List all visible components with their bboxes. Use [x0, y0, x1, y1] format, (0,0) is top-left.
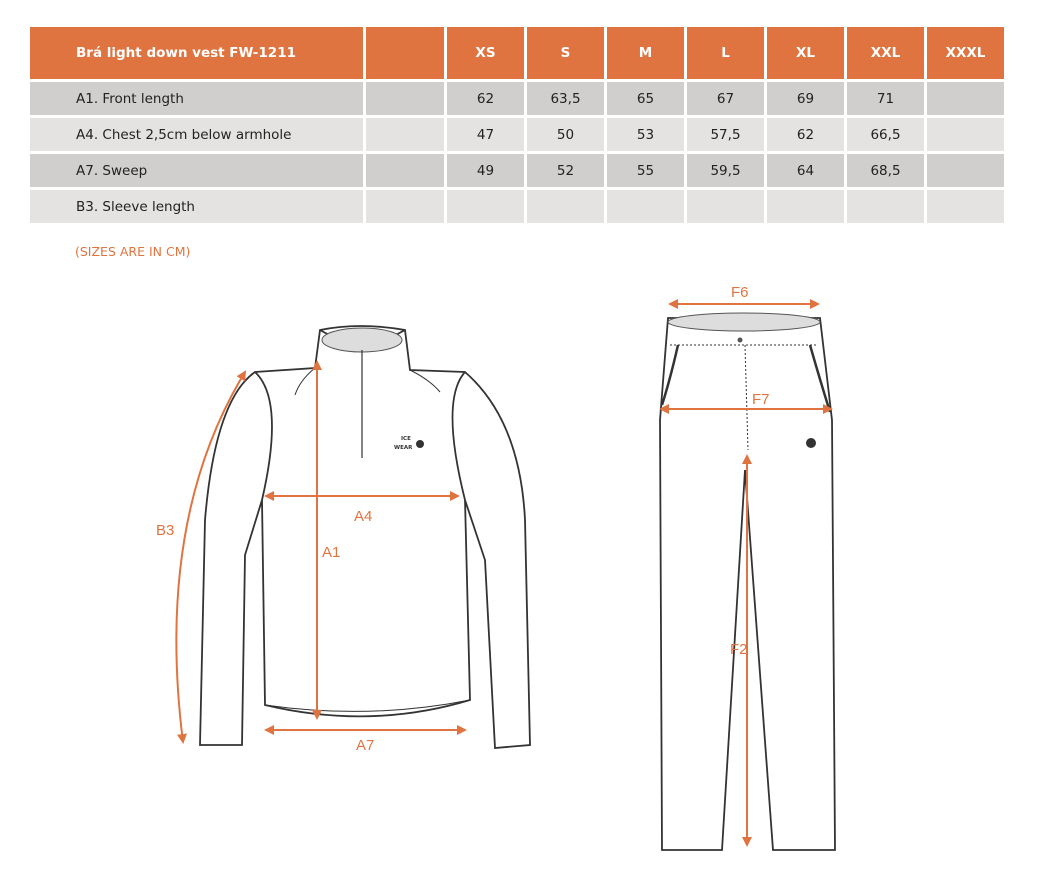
b3-arrow — [175, 370, 247, 744]
blank-cell — [366, 118, 444, 151]
size-value — [527, 190, 604, 223]
blank-header — [366, 27, 444, 79]
size-value — [927, 118, 1004, 151]
size-value: 57,5 — [687, 118, 764, 151]
measurement-label: B3. Sleeve length — [30, 190, 363, 223]
pants-drawing — [659, 312, 836, 851]
blank-cell — [366, 154, 444, 187]
header-row: Brá light down vest FW-1211 XS S M L XL … — [30, 27, 1004, 79]
size-value: 62 — [447, 82, 524, 115]
size-header: XS — [447, 27, 524, 79]
table-row: A4. Chest 2,5cm below armhole 47 50 53 57,5 6… — [30, 118, 1004, 151]
size-value: 53 — [607, 118, 684, 151]
size-header: XL — [767, 27, 844, 79]
svg-text:WEAR: WEAR — [394, 445, 413, 451]
measurement-label: A1. Front length — [30, 82, 363, 115]
size-value: 52 — [527, 154, 604, 187]
blank-cell — [366, 190, 444, 223]
size-value: 49 — [447, 154, 524, 187]
size-header: L — [687, 27, 764, 79]
size-value — [927, 82, 1004, 115]
size-value: 68,5 — [847, 154, 924, 187]
label-a4: A4 — [354, 508, 372, 525]
label-b3: B3 — [156, 522, 174, 539]
label-f6: F6 — [731, 284, 749, 301]
size-value — [927, 190, 1004, 223]
size-header: S — [527, 27, 604, 79]
size-header: XXXL — [927, 27, 1004, 79]
label-a1: A1 — [322, 544, 340, 561]
size-value: 62 — [767, 118, 844, 151]
units-note: (SIZES ARE IN CM) — [75, 244, 191, 259]
size-value — [447, 190, 524, 223]
size-value: 69 — [767, 82, 844, 115]
size-value: 71 — [847, 82, 924, 115]
table-row: B3. Sleeve length — [30, 190, 1004, 223]
size-value — [767, 190, 844, 223]
label-f7: F7 — [752, 391, 770, 408]
shirt-drawing — [199, 325, 531, 749]
blank-cell — [366, 82, 444, 115]
table-row: A1. Front length 62 63,5 65 67 69 71 — [30, 82, 1004, 115]
size-value: 47 — [447, 118, 524, 151]
size-value: 65 — [607, 82, 684, 115]
size-value: 55 — [607, 154, 684, 187]
size-value: 64 — [767, 154, 844, 187]
size-value: 50 — [527, 118, 604, 151]
label-f2: F2 — [730, 641, 748, 658]
size-header: XXL — [847, 27, 924, 79]
size-value — [927, 154, 1004, 187]
label-a7: A7 — [356, 737, 374, 754]
size-value — [687, 190, 764, 223]
size-value — [607, 190, 684, 223]
size-value: 66,5 — [847, 118, 924, 151]
size-value: 67 — [687, 82, 764, 115]
svg-text:ICE: ICE — [401, 436, 411, 442]
size-header: M — [607, 27, 684, 79]
measurement-label: A4. Chest 2,5cm below armhole — [30, 118, 363, 151]
size-value: 59,5 — [687, 154, 764, 187]
table-row: A7. Sweep 49 52 55 59,5 64 68,5 — [30, 154, 1004, 187]
size-value — [847, 190, 924, 223]
measurement-arrows — [175, 299, 833, 847]
measurement-label: A7. Sweep — [30, 154, 363, 187]
shirt-logo: ICE WEAR — [394, 436, 424, 451]
product-title: Brá light down vest FW-1211 — [30, 27, 363, 79]
size-chart-table: Brá light down vest FW-1211 XS S M L XL … — [27, 24, 1007, 226]
size-value: 63,5 — [527, 82, 604, 115]
